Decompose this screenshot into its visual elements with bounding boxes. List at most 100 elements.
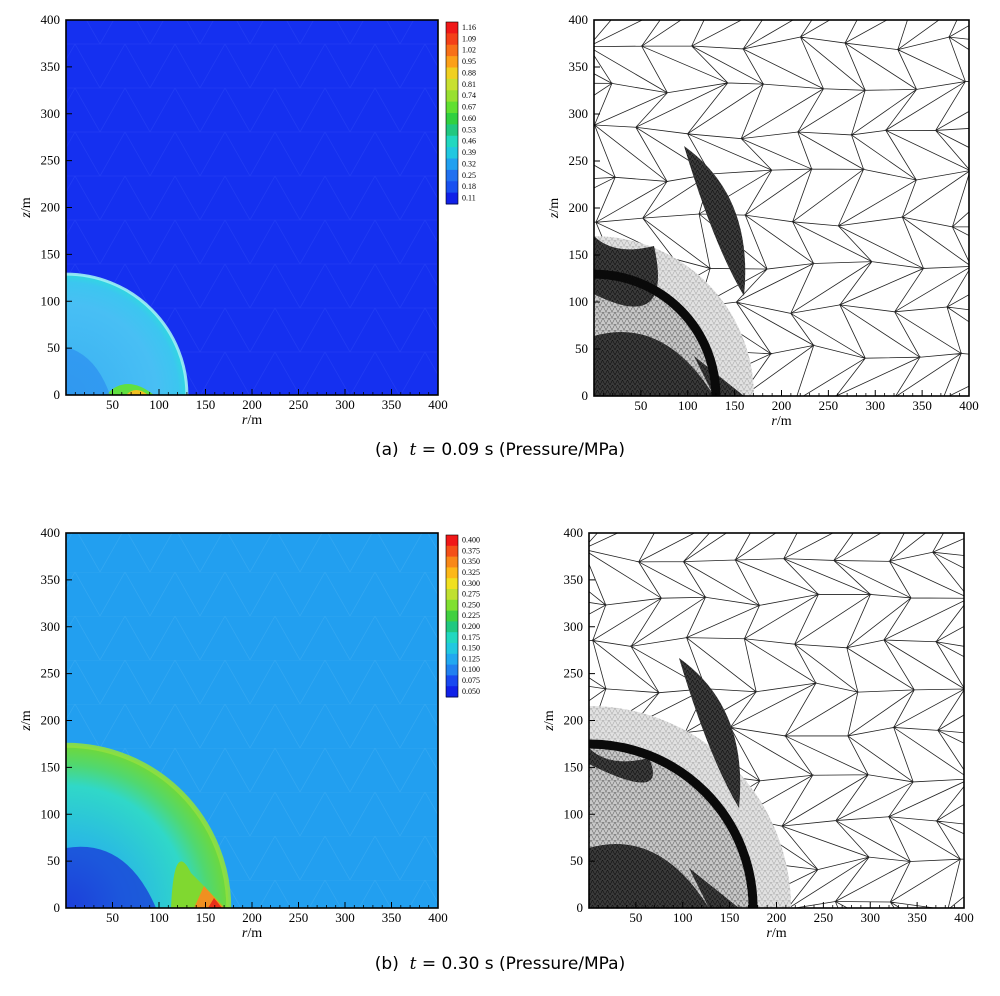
colorbar-swatch (446, 113, 458, 125)
y-tick-label: 250 (564, 666, 584, 681)
x-tick-label: 100 (673, 910, 693, 925)
colorbar-label: 0.225 (462, 611, 480, 620)
y-tick-label: 100 (569, 294, 589, 309)
caption-b-variable: t (409, 954, 417, 974)
dense-mesh-patch (689, 868, 739, 908)
colorbar-swatch (446, 610, 458, 622)
colorbar-label: 0.88 (462, 68, 476, 77)
y-axis-label: z/m (547, 198, 562, 219)
colorbar-swatch (446, 664, 458, 676)
inner-low-region (66, 347, 110, 395)
inner-low-region (66, 846, 156, 908)
shock-front-mesh (594, 269, 721, 396)
colorbar-swatch (446, 22, 458, 34)
y-tick-label: 250 (41, 666, 61, 681)
colorbar-swatch (446, 192, 458, 205)
x-axis-label: r/m (771, 414, 791, 429)
ground-max (208, 898, 222, 908)
colorbar-label: 0.53 (462, 125, 476, 134)
y-tick-label: 100 (564, 806, 584, 821)
y-tick-label: 350 (41, 572, 61, 587)
colorbar-swatch (446, 169, 458, 182)
colorbar-swatch (446, 101, 458, 114)
contour-field (66, 20, 438, 395)
colorbar-swatch (446, 44, 458, 57)
caption-a-variable: t (409, 440, 417, 460)
colorbar-swatch (446, 56, 458, 68)
colorbar-label: 0.46 (462, 137, 476, 146)
y-tick-label: 100 (41, 806, 61, 821)
x-axis-label: r/m (242, 413, 262, 428)
caption-a-label: (a) (374, 440, 399, 460)
colorbar-swatch (446, 147, 458, 159)
colorbar-label: 1.09 (462, 34, 476, 43)
colorbar-label: 0.25 (462, 171, 476, 180)
colorbar-label: 0.050 (462, 687, 480, 696)
panel-a-right: 50 100 150 200 250 300 350 400 0 50 100 150 200 250 30… (547, 12, 979, 429)
y-tick-label: 0 (582, 388, 589, 403)
y-tick-label: 200 (41, 200, 61, 215)
colorbar-swatch (446, 567, 458, 579)
y-tick-label: 400 (564, 525, 584, 540)
y-tick-label: 300 (564, 619, 584, 634)
y-tick-label: 150 (564, 759, 584, 774)
y-tick-label: 0 (54, 387, 61, 402)
mesh-field (594, 20, 969, 396)
x-tick-label: 250 (814, 910, 834, 925)
colorbar-swatch (446, 67, 458, 80)
x-axis-label: r/m (766, 926, 786, 941)
colorbar-swatch (446, 124, 458, 137)
y-tick-label: 300 (569, 106, 589, 121)
dense-mesh-patch (684, 146, 746, 296)
colorbar-label: 0.81 (462, 80, 476, 89)
y-tick-label: 200 (569, 200, 589, 215)
colorbar-frame (445, 21, 459, 205)
colorbar-label: 0.67 (462, 103, 476, 112)
panel-b-right: 50 100 150 200 250 300 350 400 0 50 100 150 200 250 30… (542, 525, 974, 941)
colorbar-label: 0.150 (462, 644, 480, 653)
colorbar-swatch (446, 90, 458, 103)
dense-mesh-patch (594, 236, 658, 307)
caption-b: (b) t = 0.30 s (Pressure/MPa) (0, 954, 1000, 974)
caption-b-label: (b) (374, 954, 399, 974)
dense-mesh-patch (589, 844, 709, 908)
x-tick-label: 400 (959, 398, 979, 413)
caption-a: (a) t = 0.09 s (Pressure/MPa) (0, 440, 1000, 460)
colorbar-swatch (446, 675, 458, 687)
colorbar-label: 0.11 (462, 194, 476, 203)
dense-mesh-patch (694, 356, 744, 396)
colorbar-label: 0.74 (462, 91, 476, 100)
dense-mesh-patch (594, 332, 714, 396)
y-axis-label: z/m (542, 710, 557, 731)
colorbar-swatch (446, 632, 458, 644)
y-tick-label: 50 (47, 340, 60, 355)
y-tick-label: 350 (564, 572, 584, 587)
x-tick-label: 100 (149, 397, 169, 412)
colorbar: 1.16 1.09 1.02 0.95 0.88 0.81 0.74 0.67 0.60 0.53… (445, 21, 476, 205)
y-tick-label: 0 (54, 900, 61, 915)
x-tick-label: 400 (954, 910, 974, 925)
y-tick-label: 200 (41, 713, 61, 728)
colorbar-label: 0.075 (462, 676, 480, 685)
colorbar-swatch (446, 621, 458, 633)
colorbar-swatch (446, 653, 458, 666)
y-tick-label: 400 (41, 12, 61, 27)
x-tick-label: 200 (772, 398, 792, 413)
panel-a-left: 1.16 1.09 1.02 0.95 0.88 0.81 0.74 0.67 0.60 0.53… (19, 12, 476, 428)
colorbar-swatch (446, 158, 458, 171)
colorbar-label: 0.375 (462, 546, 480, 555)
x-tick-label: 200 (242, 397, 262, 412)
y-tick-label: 300 (41, 106, 61, 121)
colorbar-label: 0.250 (462, 600, 480, 609)
x-tick-label: 400 (428, 910, 448, 925)
y-tick-label: 50 (570, 853, 583, 868)
colorbar-swatch (446, 33, 458, 46)
colorbar-swatch (446, 578, 458, 590)
x-tick-label: 50 (106, 910, 119, 925)
x-tick-label: 50 (634, 398, 647, 413)
colorbar-label: 0.350 (462, 557, 480, 566)
y-tick-label: 300 (41, 619, 61, 634)
x-tick-label: 300 (861, 910, 881, 925)
x-tick-label: 250 (289, 397, 309, 412)
